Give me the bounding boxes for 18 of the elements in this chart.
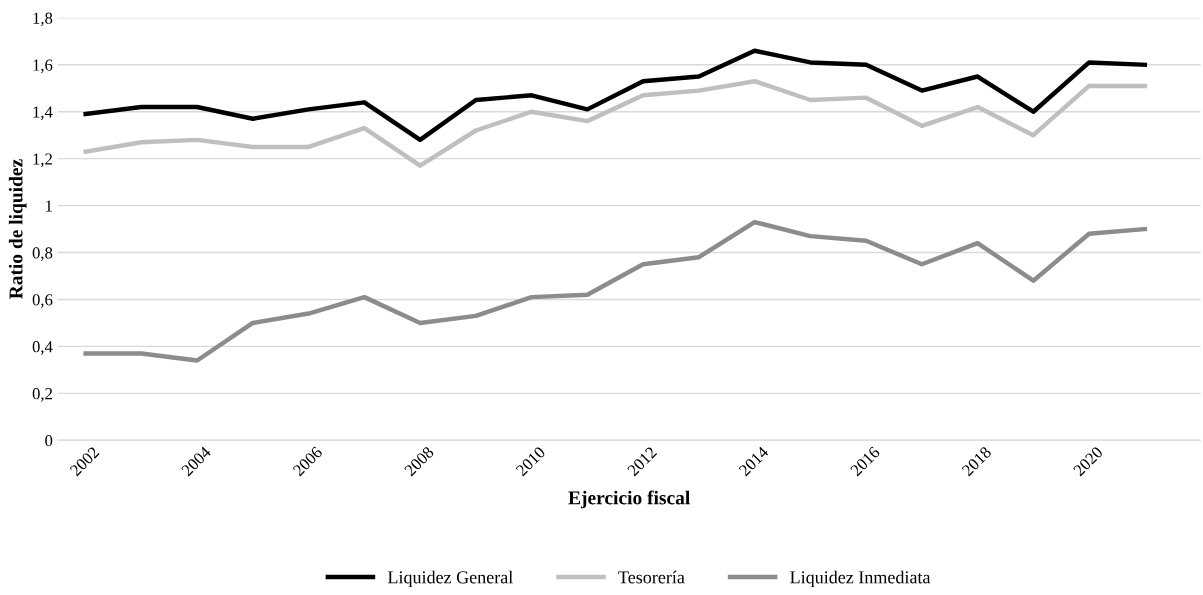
line-series [83, 219, 1148, 363]
y-tick-label: 1,4 [33, 106, 53, 121]
y-tick-label: 0,8 [32, 247, 53, 261]
y-tick-label: 0,4 [32, 341, 53, 355]
legend-label: Tesorería [618, 570, 685, 584]
line-series [83, 79, 1148, 168]
y-tick-label: 0,2 [32, 388, 52, 402]
line-series [83, 48, 1148, 143]
y-tick-label: 1,6 [33, 59, 53, 74]
legend-label: Liquidez General [387, 570, 513, 588]
y-tick-label: 0,6 [32, 294, 53, 308]
legend-label: Liquidez Inmediata [790, 570, 931, 588]
y-tick-label: 1,2 [33, 153, 52, 168]
y-axis-title: Ratio de liquidez [8, 159, 27, 299]
x-axis-title: Ejercicio fiscal [568, 490, 690, 509]
y-tick-label: 0 [45, 435, 53, 447]
y-tick-label: 1,8 [33, 12, 53, 27]
y-tick-label: 1 [46, 200, 52, 212]
